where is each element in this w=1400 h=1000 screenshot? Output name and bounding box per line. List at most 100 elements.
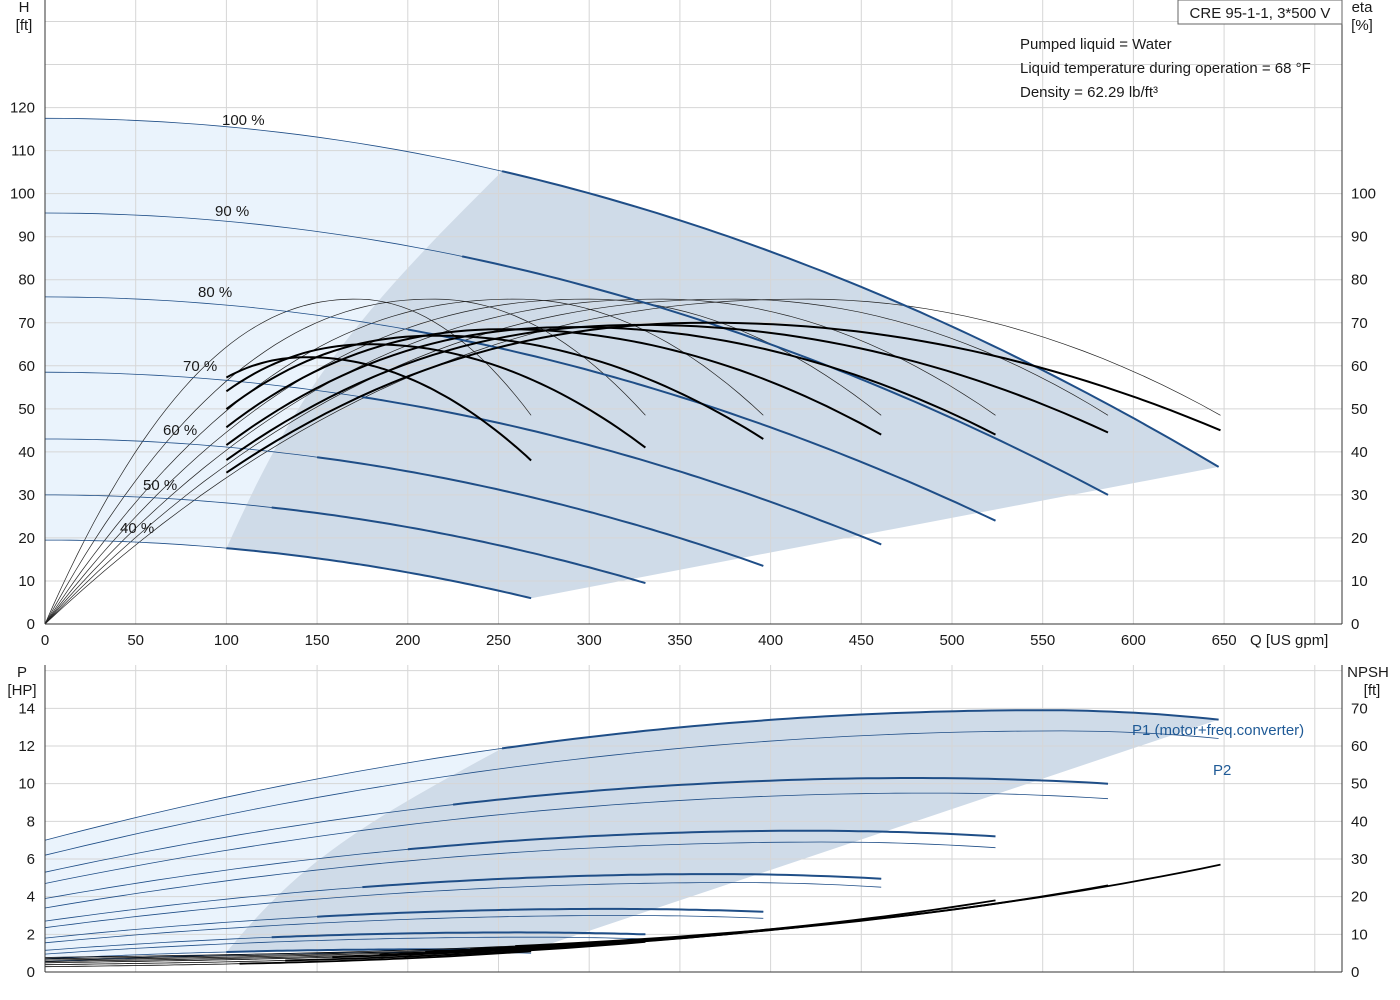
x-tick-label: 350 xyxy=(667,632,692,649)
npsh-curve xyxy=(332,929,764,959)
y-tick-label-right: 100 xyxy=(1351,186,1376,203)
labels: P1 (motor+freq.converter) P2 xyxy=(1132,722,1304,779)
y-tick-label-right: 0 xyxy=(1351,616,1359,633)
series-label: 80 % xyxy=(198,284,232,301)
y-tick-label-left: 60 xyxy=(18,358,35,375)
y-tick-label-left: 100 xyxy=(10,186,35,203)
y-axis-unit-right: [ft] xyxy=(1364,682,1381,699)
y-tick-label-right: 40 xyxy=(1351,813,1368,830)
y-tick-label-left: 80 xyxy=(18,272,35,289)
npsh-curve xyxy=(285,941,646,962)
y-tick-label-left: 30 xyxy=(18,487,35,504)
y-tick-label-right: 50 xyxy=(1351,776,1368,793)
axes: 0 2 4 6 8 10 12 14 0 10 20 30 40 50 60 70 P[HP] NPSH[ft] xyxy=(7,664,1388,981)
y-tick-label-left: 20 xyxy=(18,530,35,547)
x-tick-label: 300 xyxy=(577,632,602,649)
series-label: 40 % xyxy=(120,520,154,537)
y-tick-label-left: 90 xyxy=(18,229,35,246)
x-tick-label: 600 xyxy=(1121,632,1146,649)
info-line: Liquid temperature during operation = 68… xyxy=(1020,60,1311,77)
p1-curve xyxy=(501,709,1219,750)
y-tick-label-left: 70 xyxy=(18,315,35,332)
x-tick-label: 650 xyxy=(1212,632,1237,649)
y-tick-label-left: 10 xyxy=(18,776,35,793)
head-curve xyxy=(271,506,646,585)
x-tick-label: 550 xyxy=(1030,632,1055,649)
y-tick-label-right: 70 xyxy=(1351,315,1368,332)
p1-curve xyxy=(407,829,996,851)
p1-curve xyxy=(362,873,882,889)
x-tick-label: 250 xyxy=(486,632,511,649)
x-axis-label: Q [US gpm] xyxy=(1250,632,1328,649)
head-curve xyxy=(362,396,882,546)
y-tick-label-right: 80 xyxy=(1351,272,1368,289)
eta-curve xyxy=(225,343,646,449)
y-tick-label-left: 0 xyxy=(27,964,35,981)
eta-curve-thin xyxy=(44,298,996,625)
grid xyxy=(44,0,1342,625)
p1-curve xyxy=(317,907,764,918)
p2-curve xyxy=(44,936,646,955)
chart-title: CRE 95-1-1, 3*500 V xyxy=(1190,5,1331,22)
x-tick-label: 400 xyxy=(758,632,783,649)
p2-curve xyxy=(44,915,764,944)
y-axis-unit-left: [ft] xyxy=(16,17,33,34)
series-label: 90 % xyxy=(215,203,249,220)
y-tick-label-right: 40 xyxy=(1351,444,1368,461)
x-tick-label: 150 xyxy=(305,632,330,649)
y-axis-label-right: eta xyxy=(1352,0,1374,16)
head-curve xyxy=(226,547,532,600)
y-tick-label-left: 8 xyxy=(27,813,35,830)
series-label: 50 % xyxy=(143,477,177,494)
title-box xyxy=(1177,0,1343,25)
p2-label: P2 xyxy=(1213,762,1231,779)
x-tick-label: 200 xyxy=(395,632,420,649)
y-axis-label-left: H xyxy=(19,0,30,16)
eta-curve xyxy=(225,326,996,446)
curves xyxy=(44,709,1221,968)
eta-curve xyxy=(225,328,882,436)
y-tick-label-left: 12 xyxy=(18,738,35,755)
x-tick-label: 450 xyxy=(849,632,874,649)
eta-curve xyxy=(225,321,1221,474)
y-axis-unit-left: [HP] xyxy=(7,682,36,699)
y-tick-label-right: 60 xyxy=(1351,358,1368,375)
y-tick-label-left: 40 xyxy=(18,444,35,461)
p2-curve xyxy=(44,792,1109,884)
eta-curve-thin xyxy=(44,298,1109,625)
y-tick-label-right: 50 xyxy=(1351,401,1368,418)
info-line: Pumped liquid = Water xyxy=(1020,36,1172,53)
p2-curve xyxy=(44,882,882,929)
y-tick-label-right: 20 xyxy=(1351,530,1368,547)
y-axis-label-right: NPSH xyxy=(1347,664,1389,681)
power-npsh-panel: 02468101214010203040506070P[HP]NPSH[ft] … xyxy=(7,664,1388,981)
y-tick-label-left: 14 xyxy=(18,700,35,717)
series-label: 60 % xyxy=(163,422,197,439)
series-label: 100 % xyxy=(222,112,265,129)
series-label: 70 % xyxy=(183,358,217,375)
y-tick-label-right: 10 xyxy=(1351,573,1368,590)
operating-region xyxy=(226,171,1219,599)
head-curve xyxy=(316,456,764,567)
y-axis-label-left: P xyxy=(17,664,27,681)
x-tick-label: 500 xyxy=(939,632,964,649)
y-tick-label-left: 0 xyxy=(27,616,35,633)
x-tick-label: 100 xyxy=(214,632,239,649)
p1-curve xyxy=(271,931,646,939)
x-tick-label: 0 xyxy=(41,632,49,649)
npsh-curve xyxy=(239,950,532,965)
y-tick-label-right: 30 xyxy=(1351,487,1368,504)
y-tick-label-right: 70 xyxy=(1351,700,1368,717)
y-tick-label-left: 120 xyxy=(10,100,35,117)
eta-curve xyxy=(225,323,1109,461)
npsh-curve xyxy=(425,899,996,953)
y-tick-label-right: 0 xyxy=(1351,964,1359,981)
p2-curve xyxy=(44,730,1219,856)
curves xyxy=(44,117,1221,625)
y-tick-label-left: 6 xyxy=(27,851,35,868)
y-tick-label-left: 110 xyxy=(11,143,35,160)
p2-curve xyxy=(44,841,996,909)
labels: CRE 95-1-1, 3*500 V Pumped liquid = Water… xyxy=(120,0,1343,537)
y-tick-label-left: 50 xyxy=(18,401,35,418)
